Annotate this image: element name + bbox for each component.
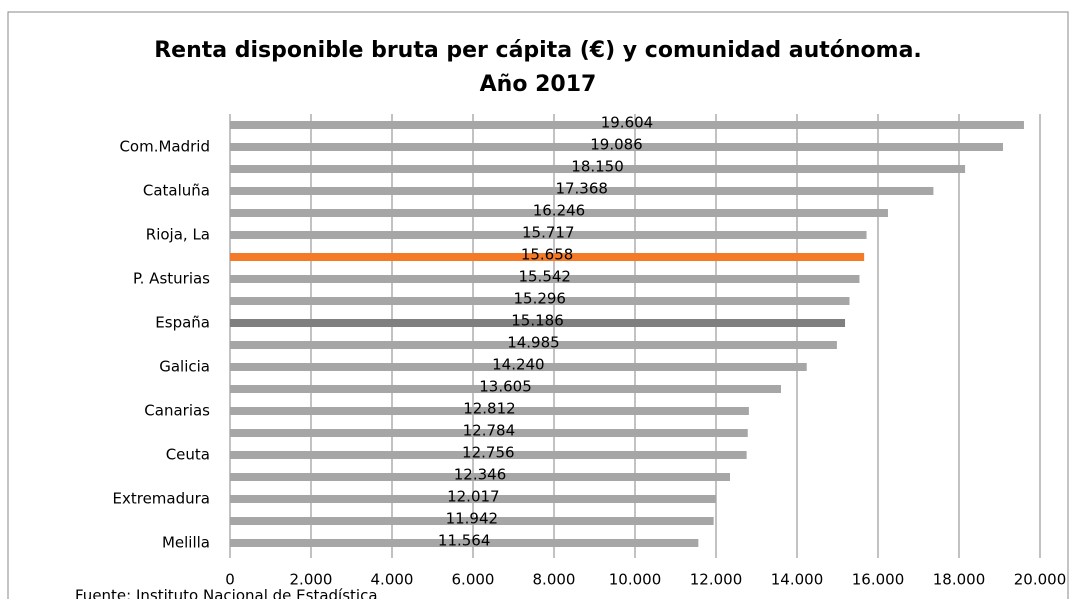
y-tick-label: Com.Madrid	[119, 138, 210, 156]
value-label: 19.086	[590, 136, 643, 154]
bar	[230, 297, 850, 305]
value-label: 19.604	[601, 114, 654, 132]
bar	[230, 121, 1024, 129]
value-label: 14.985	[507, 334, 560, 352]
value-label: 12.812	[463, 400, 516, 418]
bar	[230, 385, 782, 393]
value-label: 15.542	[518, 268, 571, 286]
value-label: 13.605	[479, 378, 532, 396]
y-tick-label: Galicia	[159, 358, 210, 376]
value-label: 12.756	[462, 444, 515, 462]
y-tick-label: España	[155, 314, 210, 332]
value-label: 15.658	[521, 246, 574, 264]
x-tick-label: 20.000	[1014, 571, 1067, 589]
bar	[230, 231, 867, 239]
bar	[230, 319, 846, 327]
bar	[230, 275, 860, 283]
bar	[230, 429, 748, 437]
value-label: 11.942	[446, 510, 499, 528]
source: Fuente: Instituto Nacional de Estadístic…	[75, 587, 378, 599]
value-label: 15.717	[522, 224, 575, 242]
value-label: 14.240	[492, 356, 545, 374]
y-tick-label: Cataluña	[143, 182, 210, 200]
value-label: 17.368	[555, 180, 608, 198]
bar	[230, 451, 747, 459]
x-tick-label: 4.000	[371, 571, 414, 589]
chart-border	[7, 11, 1069, 599]
value-label: 15.186	[511, 312, 564, 330]
value-label: 12.784	[463, 422, 516, 440]
bar	[230, 407, 749, 415]
y-tick-label: Extremadura	[113, 490, 211, 508]
y-tick-label: Rioja, La	[146, 226, 210, 244]
value-label: 11.564	[438, 532, 491, 550]
bar	[230, 165, 966, 173]
y-tick-label: Canarias	[144, 402, 210, 420]
value-label: 12.346	[454, 466, 507, 484]
bar	[230, 517, 714, 525]
x-tick-label: 0	[225, 571, 235, 589]
y-tick-label: P. Asturias	[133, 270, 210, 288]
x-tick-label: 10.000	[609, 571, 662, 589]
bar	[230, 341, 837, 349]
bar	[230, 363, 807, 371]
y-tick-label: Ceuta	[166, 446, 210, 464]
x-tick-label: 12.000	[690, 571, 743, 589]
y-tick-label: Melilla	[162, 534, 210, 552]
value-label: 18.150	[571, 158, 624, 176]
x-tick-label: 18.000	[933, 571, 986, 589]
chart-title: Renta disponible bruta per cápita (€) y …	[154, 38, 922, 97]
x-tick-label: 14.000	[771, 571, 824, 589]
bar	[230, 143, 1003, 151]
x-tick-label: 2.000	[290, 571, 333, 589]
bar	[230, 495, 717, 503]
value-label: 15.296	[513, 290, 566, 308]
bar	[230, 539, 699, 547]
value-label: 12.017	[447, 488, 500, 506]
bar	[230, 473, 731, 481]
x-tick-label: 8.000	[533, 571, 576, 589]
x-tick-label: 16.000	[852, 571, 905, 589]
bar	[230, 209, 888, 217]
bar	[230, 253, 865, 261]
bar	[230, 187, 934, 195]
x-tick-label: 6.000	[452, 571, 495, 589]
value-label: 16.246	[533, 202, 586, 220]
